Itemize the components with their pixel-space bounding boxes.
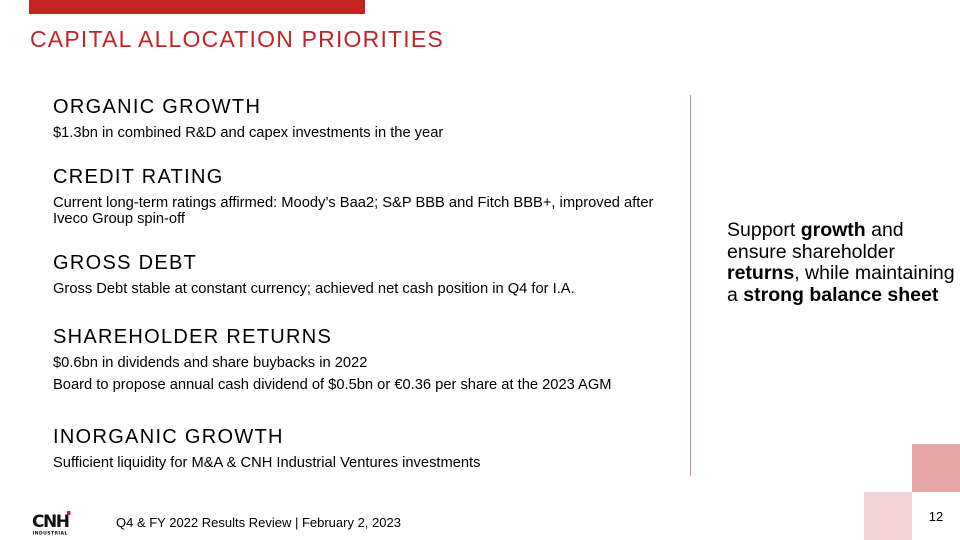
section-shareholder-returns: SHAREHOLDER RETURNS $0.6bn in dividends …: [53, 325, 693, 393]
tagline-bold: growth: [800, 219, 866, 241]
tagline-bold: strong balance sheet: [743, 283, 939, 306]
section-text: Current long-term ratings affirmed: Mood…: [53, 195, 654, 227]
tagline-bold: returns: [727, 262, 795, 284]
section-heading: SHAREHOLDER RETURNS: [53, 326, 333, 348]
tagline-text: and ensure shareholder: [727, 219, 904, 263]
section-credit-rating: CREDIT RATING Current long-term ratings …: [53, 165, 693, 227]
section-text: Gross Debt stable at constant currency; …: [53, 281, 575, 297]
cnh-industrial-logo: CNH INDUSTRIAL: [32, 511, 71, 537]
page-number: 12: [928, 509, 944, 524]
vertical-divider: [690, 95, 691, 476]
section-text: Board to propose annual cash dividend of…: [53, 377, 612, 393]
tagline-text: , while maintaining a: [727, 262, 955, 306]
section-heading: CREDIT RATING: [53, 166, 224, 188]
section-heading: INORGANIC GROWTH: [53, 426, 284, 448]
tagline-text: Support: [727, 219, 801, 241]
footer-text: Q4 & FY 2022 Results Review | February 2…: [116, 515, 401, 530]
tagline: Support growth and ensure shareholder re…: [727, 219, 957, 306]
section-gross-debt: GROSS DEBT Gross Debt stable at constant…: [53, 251, 693, 297]
decorative-square-dark: [912, 444, 960, 492]
decorative-square-light: [864, 492, 912, 540]
section-text: Sufficient liquidity for M&A & CNH Indus…: [53, 455, 481, 471]
section-heading: GROSS DEBT: [53, 252, 198, 274]
svg-text:CNH: CNH: [32, 512, 69, 532]
section-inorganic-growth: INORGANIC GROWTH Sufficient liquidity fo…: [53, 425, 693, 471]
top-accent-bar: [29, 0, 365, 14]
section-heading: ORGANIC GROWTH: [53, 96, 262, 118]
svg-text:INDUSTRIAL: INDUSTRIAL: [33, 531, 68, 537]
section-text: $0.6bn in dividends and share buybacks i…: [53, 355, 368, 371]
section-text: $1.3bn in combined R&D and capex investm…: [53, 125, 444, 141]
slide-title: CAPITAL ALLOCATION PRIORITIES: [30, 26, 444, 52]
section-organic-growth: ORGANIC GROWTH $1.3bn in combined R&D an…: [53, 95, 693, 141]
